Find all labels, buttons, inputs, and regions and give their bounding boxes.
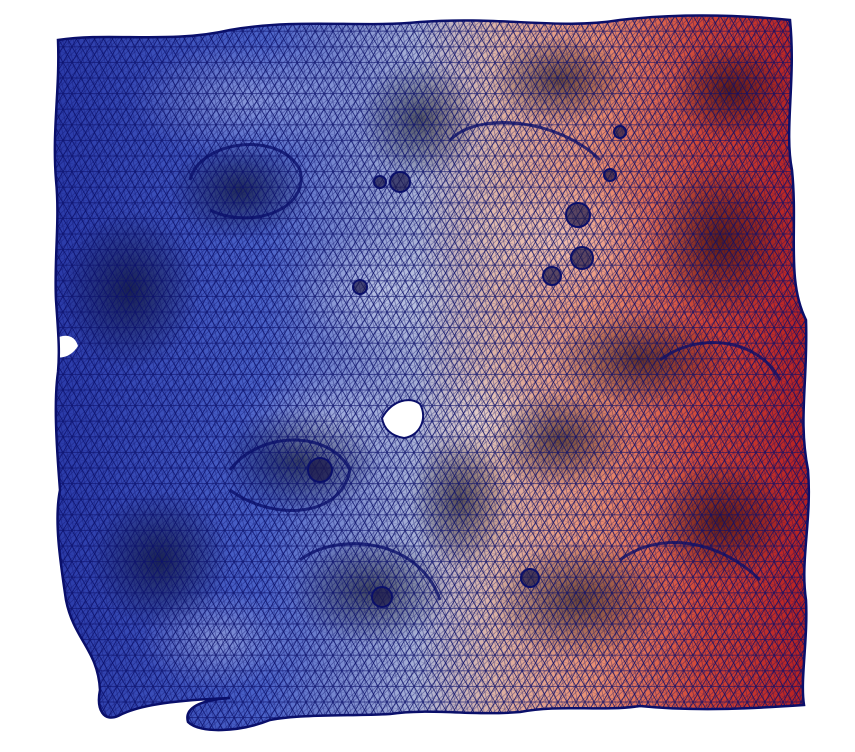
tunnel-outlines: [188, 121, 782, 601]
edge-notch: [50, 335, 78, 358]
pore-holes: [307, 125, 627, 608]
through-hole: [380, 399, 425, 440]
